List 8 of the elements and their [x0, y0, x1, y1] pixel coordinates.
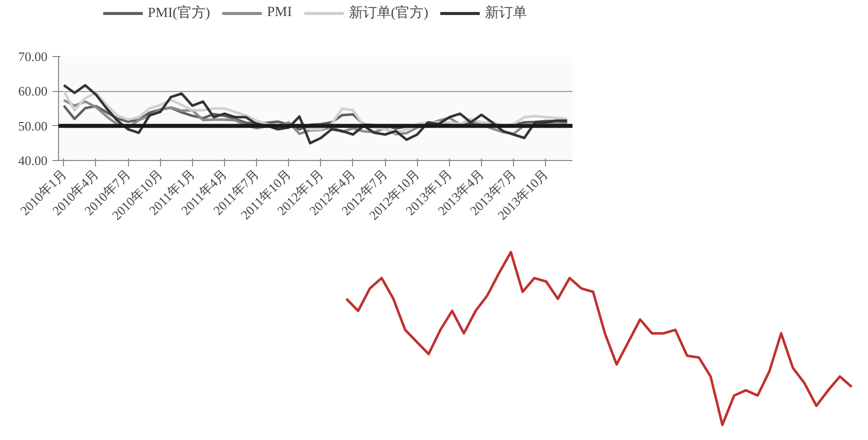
legend-label: PMI [267, 5, 292, 21]
legend-label: 新订单(官方) [348, 4, 428, 22]
y-tick-label: 60.00 [18, 84, 48, 99]
y-tick-label: 70.00 [18, 49, 48, 64]
legend-label: PMI(官方) [148, 4, 210, 22]
y-tick-label: 40.00 [18, 153, 48, 168]
legend-label: 新订单 [485, 4, 528, 22]
y-tick-label: 50.00 [18, 118, 48, 134]
